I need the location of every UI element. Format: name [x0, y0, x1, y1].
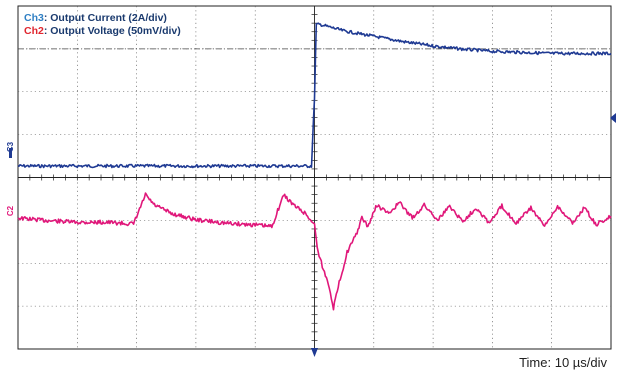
- legend-ch3-description: : Output Current (2A/div): [44, 12, 167, 24]
- legend-ch2: Ch2: Output Voltage (50mV/div): [24, 25, 181, 37]
- timebase-label: Time: 10 µs/div: [519, 355, 607, 370]
- legend-ch2-channel: Ch2: [24, 25, 44, 37]
- legend-ch3: Ch3: Output Current (2A/div): [24, 12, 167, 24]
- legend: Ch3: Output Current (2A/div) Ch2: Output…: [24, 12, 181, 37]
- ch3-ground-tick: [9, 148, 12, 158]
- voltage-trace-group: [17, 192, 612, 311]
- ch3-current-trace: [17, 22, 612, 169]
- ch3-ground-marker: C3: [6, 141, 15, 158]
- trigger-position-marker: [311, 348, 318, 357]
- ch2-ground-label: C2: [6, 205, 15, 216]
- legend-ch2-description: : Output Voltage (50mV/div): [44, 25, 181, 37]
- legend-ch3-channel: Ch3: [24, 12, 44, 24]
- ch3-ground-label: C3: [6, 141, 15, 152]
- current-trace-group: [17, 22, 612, 169]
- center-axis-ticks: [17, 5, 612, 350]
- trigger-level-marker: [610, 113, 616, 123]
- ch2-ground-marker: C2: [6, 205, 15, 216]
- ch2-voltage-trace: [17, 192, 612, 311]
